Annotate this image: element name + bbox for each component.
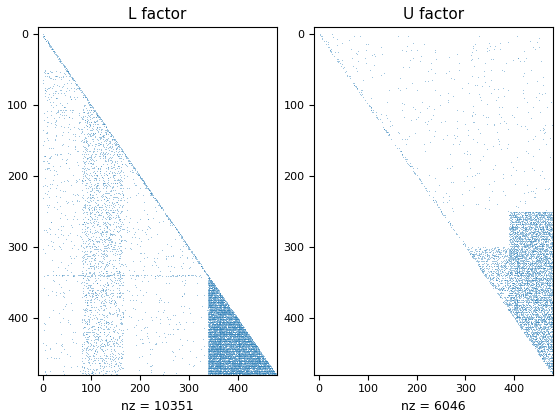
- X-axis label: nz = 10351: nz = 10351: [121, 400, 193, 413]
- Title: U factor: U factor: [403, 7, 464, 22]
- X-axis label: nz = 6046: nz = 6046: [402, 400, 466, 413]
- Title: L factor: L factor: [128, 7, 186, 22]
